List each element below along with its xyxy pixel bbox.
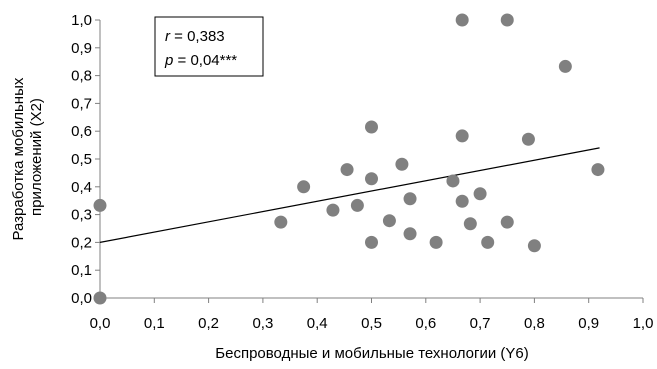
y-tick-label: 1,0 [71, 12, 92, 29]
x-tick-label: 0,6 [415, 315, 436, 332]
data-point [455, 194, 469, 208]
y-tick-label: 0,8 [71, 68, 92, 85]
data-point [500, 215, 514, 229]
data-point [481, 235, 495, 249]
data-point [365, 172, 378, 186]
y-tick-label: 0,7 [71, 95, 92, 112]
x-tick-label: 1,0 [633, 315, 654, 332]
data-point [297, 180, 311, 194]
data-point [365, 235, 378, 249]
data-points [93, 13, 605, 305]
y-tick-label: 0,2 [71, 234, 92, 251]
data-point [521, 132, 535, 146]
data-point [350, 198, 364, 212]
y-tick-label: 0,0 [71, 290, 92, 307]
stats-annotation: r = 0,383 p = 0,04*** [154, 16, 264, 77]
x-tick-label: 0,9 [578, 315, 599, 332]
r-statistic: r = 0,383 [165, 28, 225, 45]
y-tick-label: 0,3 [71, 207, 92, 224]
data-point [403, 227, 417, 241]
data-point [340, 163, 354, 177]
data-point [93, 291, 107, 305]
y-tick-label: 0,5 [71, 151, 92, 168]
data-point [429, 235, 443, 249]
data-point [395, 157, 409, 171]
x-tick-label: 0,1 [144, 315, 165, 332]
data-point [446, 174, 460, 188]
y-axis-ticks: 0,0 0,1 0,2 0,3 0,4 0,5 0,6 0,7 0,8 0,9 1,0 [71, 12, 100, 307]
x-tick-label: 0,3 [252, 315, 273, 332]
data-point [473, 187, 487, 201]
data-point [93, 198, 107, 212]
y-axis-title: Разработка мобильных приложений (X2) [10, 73, 45, 240]
data-point [274, 215, 288, 229]
data-point [455, 13, 469, 27]
y-tick-label: 0,9 [71, 40, 92, 57]
data-point [382, 214, 396, 228]
y-axis-title-line2: приложений (X2) [28, 98, 45, 216]
x-axis-title: Беспроводные и мобильные технологии (Y6) [215, 345, 528, 362]
annotation-box [154, 16, 264, 77]
data-point [527, 239, 541, 253]
trendline [99, 147, 600, 243]
data-point [403, 192, 417, 206]
data-point [591, 163, 605, 177]
y-tick-label: 0,1 [71, 262, 92, 279]
x-tick-label: 0,4 [307, 315, 328, 332]
data-point [558, 59, 572, 73]
x-tick-label: 0,7 [470, 315, 491, 332]
p-statistic: p = 0,04*** [164, 52, 237, 69]
y-tick-label: 0,6 [71, 123, 92, 140]
x-axis-ticks: 0,0 0,1 0,2 0,3 0,4 0,5 0,6 0,7 0,8 0,9 1,0 [90, 298, 654, 332]
y-axis-title-line1: Разработка мобильных [10, 77, 27, 240]
data-point [365, 120, 378, 134]
x-tick-label: 0,5 [361, 315, 382, 332]
data-point [463, 217, 477, 231]
x-tick-label: 0,8 [524, 315, 545, 332]
data-point [455, 129, 469, 143]
data-point [326, 203, 340, 217]
x-tick-label: 0,2 [198, 315, 219, 332]
x-tick-label: 0,0 [90, 315, 111, 332]
data-point [500, 13, 514, 27]
y-tick-label: 0,4 [71, 179, 92, 196]
